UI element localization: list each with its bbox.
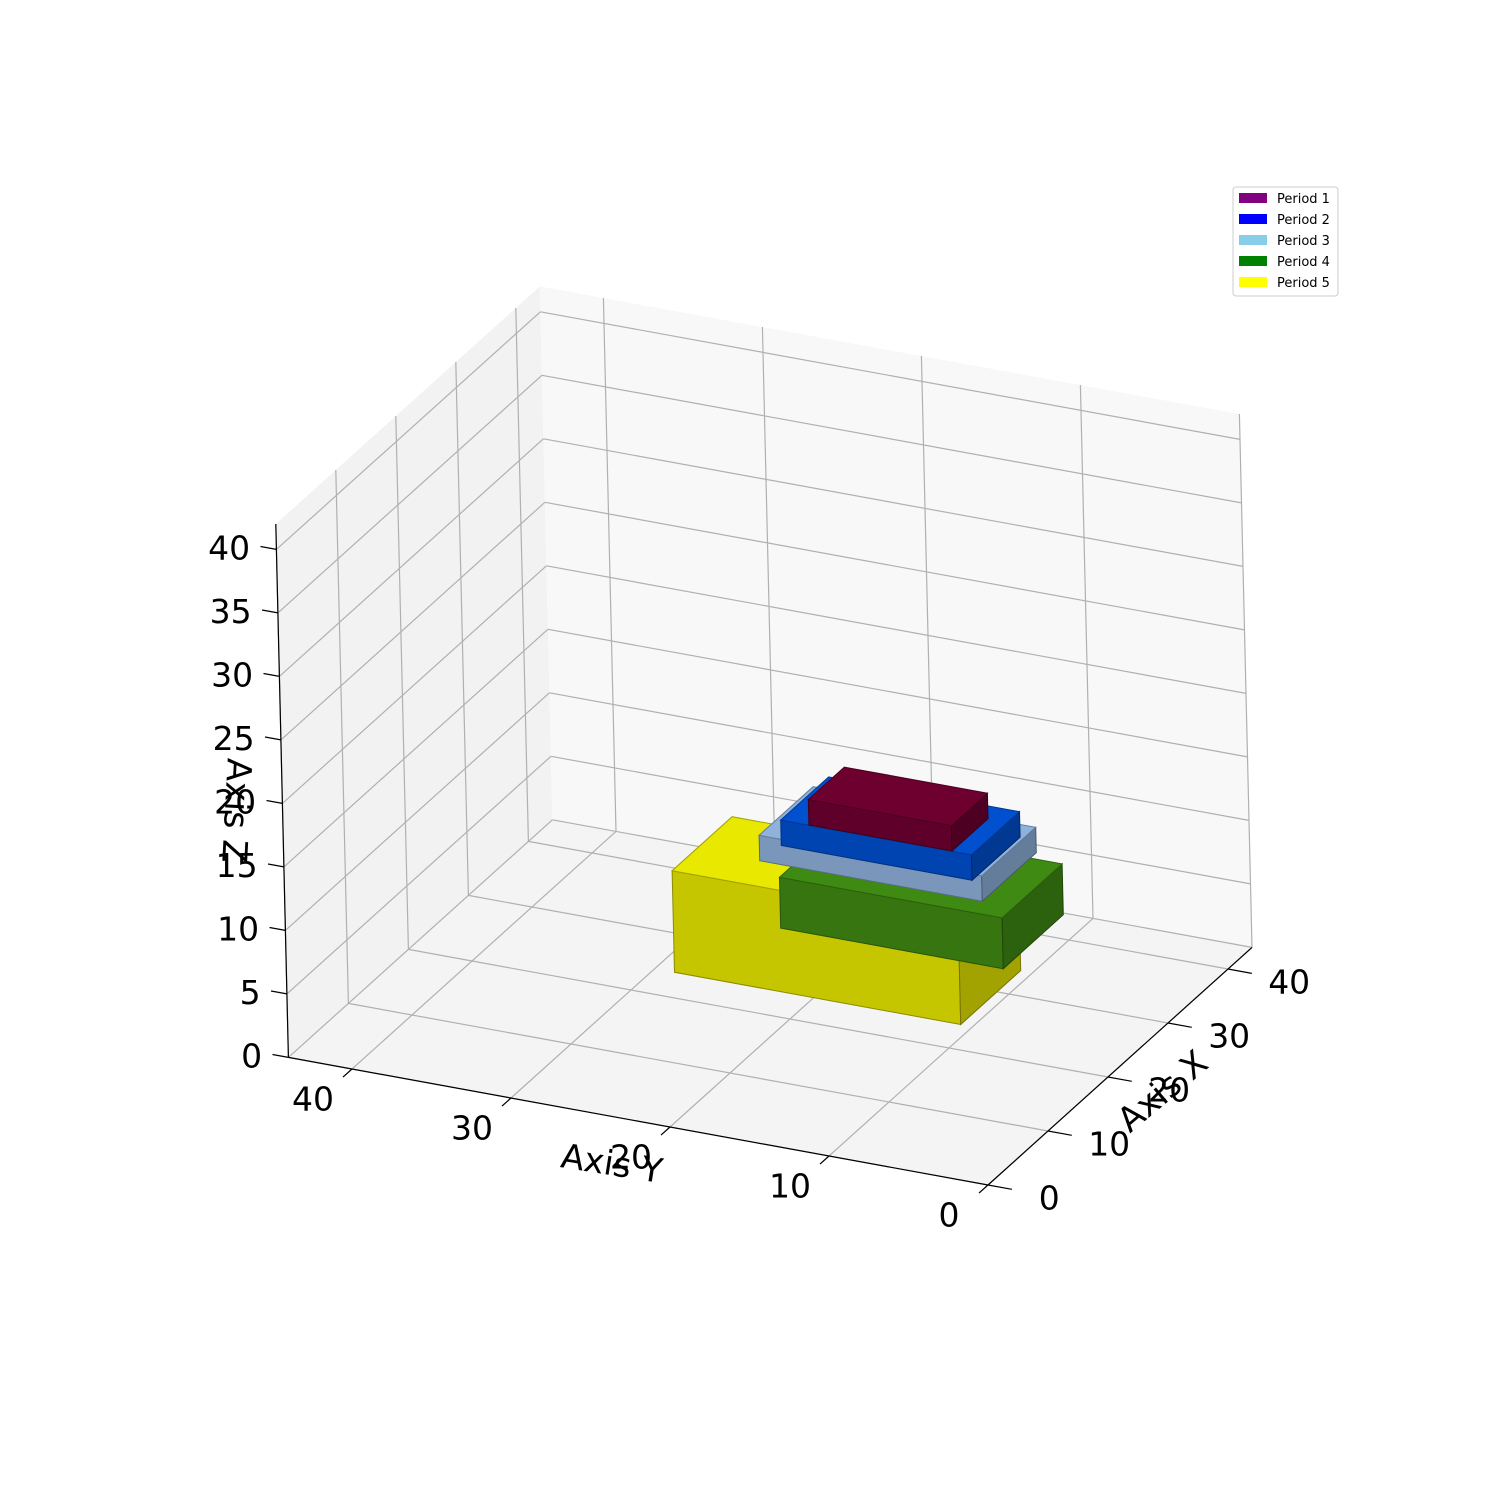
z-tick-label: 40 — [208, 528, 250, 567]
z-tick-label: 10 — [217, 909, 259, 948]
z-tick-mark — [261, 609, 279, 614]
z-tick-mark — [264, 736, 282, 741]
grid-line-z-back — [547, 628, 1248, 758]
grid-line-z-back — [546, 565, 1247, 694]
x-tick-mark — [1107, 1076, 1132, 1082]
legend-swatch — [1239, 193, 1267, 203]
x-tick-label: 0 — [1039, 1178, 1060, 1217]
legend-label: Period 2 — [1277, 213, 1330, 228]
grid-line-y-floor — [351, 830, 617, 1070]
x-tick-mark — [1167, 1022, 1192, 1028]
x-tick-label: 20 — [1148, 1070, 1190, 1109]
grid-line-z-left — [281, 565, 547, 804]
y-tick-mark — [501, 1097, 512, 1107]
grid-line-z-left — [277, 374, 543, 614]
legend-swatch — [1239, 277, 1267, 287]
x-tick-mark — [1227, 968, 1252, 974]
y-tick-label: 0 — [939, 1196, 960, 1235]
y-tick-mark — [978, 1184, 989, 1194]
grid-line-y-floor — [828, 917, 1094, 1157]
voxel-marks — [671, 766, 1064, 1026]
y-tick-mark — [342, 1068, 353, 1078]
legend-swatch — [1239, 256, 1267, 266]
legend-label: Period 5 — [1277, 276, 1330, 291]
z-axis-title: Axis Z — [213, 757, 258, 864]
grid-line-x-floor — [408, 948, 1109, 1078]
z-tick-mark — [270, 990, 288, 995]
legend-swatch — [1239, 214, 1267, 224]
grid-line-z-left — [280, 501, 546, 741]
y-tick-mark — [660, 1126, 671, 1136]
y-tick-mark — [819, 1155, 830, 1165]
x-tick-label: 10 — [1088, 1124, 1130, 1163]
z-tick-mark — [260, 545, 277, 550]
z-tick-label: 15 — [216, 846, 258, 885]
z-tick-label: 25 — [213, 719, 255, 758]
z-tick-label: 20 — [214, 782, 256, 821]
grid-line-z-left — [284, 692, 550, 931]
grid-line-x-floor — [348, 1002, 1049, 1132]
grid-line-z-left — [287, 819, 553, 1058]
grid-line-z-back — [544, 501, 1245, 631]
grid-line-z-left — [278, 438, 544, 677]
voxel-face — [807, 766, 989, 827]
x-tick-mark — [1047, 1130, 1072, 1136]
back-wall-pane — [539, 286, 1252, 948]
grid-line-z-back — [540, 311, 1241, 440]
z-tick-label: 0 — [241, 1036, 262, 1075]
grid-line-z-left — [286, 755, 552, 995]
x-tick-label: 40 — [1268, 962, 1310, 1001]
z-tick-label: 30 — [211, 655, 253, 694]
z-tick-mark — [269, 926, 286, 931]
z-tick-label: 5 — [240, 973, 261, 1012]
x-tick-label: 30 — [1208, 1016, 1250, 1055]
x-tick-mark — [987, 1184, 1013, 1190]
z-tick-label: 35 — [210, 592, 252, 631]
legend-label: Period 1 — [1277, 192, 1330, 207]
legend-label: Period 4 — [1277, 255, 1330, 270]
y-tick-label: 20 — [610, 1138, 652, 1177]
legend: Period 1 Period 2 Period 3 Period 4 Period 5 — [1232, 186, 1339, 297]
axis-panes — [275, 286, 1252, 1185]
grid-line-z-back — [541, 374, 1242, 504]
tick-marks: 0 10 20 30 40 0 10 20 30 40 0 5 10 15 20 25 30 35 40 — [208, 528, 1310, 1234]
grid-line-z-left — [275, 311, 541, 550]
y-axis-line — [288, 1056, 989, 1186]
legend-label: Period 3 — [1277, 234, 1330, 249]
grid-line-z-left — [283, 628, 549, 868]
x-axis-line — [987, 946, 1253, 1186]
legend-swatch — [1239, 235, 1267, 245]
z-tick-mark — [266, 799, 283, 804]
y-tick-label: 40 — [292, 1080, 334, 1119]
z-tick-mark — [272, 1053, 289, 1058]
z-tick-mark — [267, 863, 285, 868]
grid-line-z-back — [543, 438, 1244, 567]
grid-line-z-back — [549, 692, 1250, 821]
z-tick-mark — [263, 672, 280, 677]
y-tick-label: 30 — [451, 1109, 493, 1148]
y-tick-label: 10 — [769, 1167, 811, 1206]
